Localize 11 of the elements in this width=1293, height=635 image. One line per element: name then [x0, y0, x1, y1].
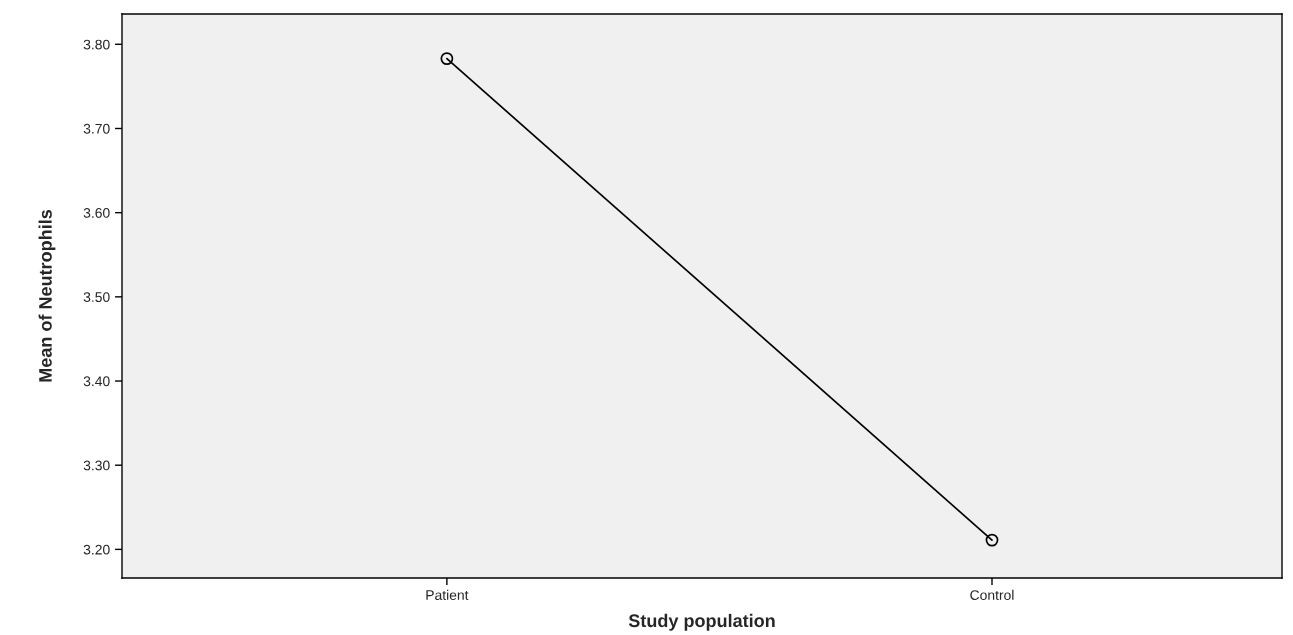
y-tick-label: 3.40: [83, 376, 110, 387]
y-tick-label: 3.50: [83, 292, 110, 303]
y-tick-label: 3.80: [83, 39, 110, 50]
y-tick-label: 3.70: [83, 123, 110, 134]
x-tick-label: Control: [970, 589, 1014, 601]
x-axis-title: Study population: [628, 613, 775, 631]
y-axis-title: Mean of Neutrophils: [38, 209, 56, 382]
x-tick-label: Patient: [426, 589, 469, 601]
y-tick-label: 3.20: [83, 544, 110, 555]
y-tick-label: 3.60: [83, 208, 110, 218]
y-tick-label: 3.30: [83, 460, 110, 471]
